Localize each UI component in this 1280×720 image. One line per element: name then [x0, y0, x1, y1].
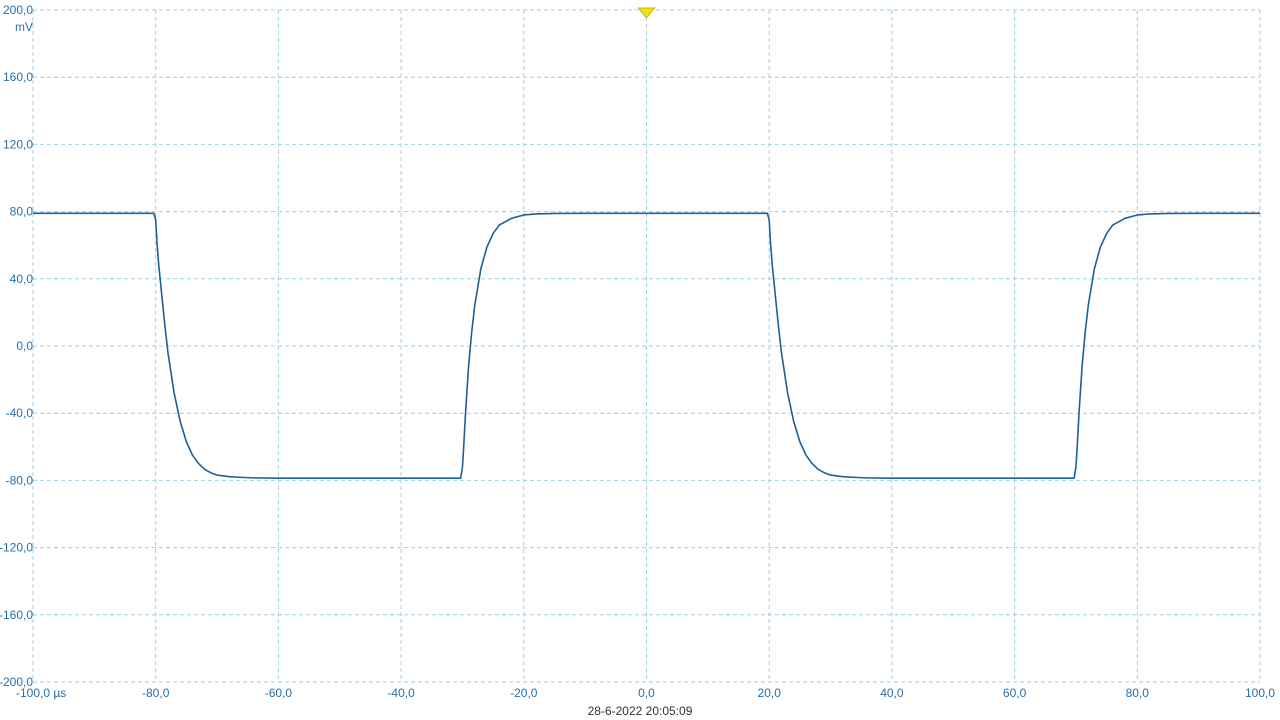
x-tick-label: 40,0	[880, 686, 904, 700]
x-tick-label: 0,0	[638, 686, 655, 700]
x-tick-label: -100,0 µs	[16, 686, 66, 700]
x-tick-label: -60,0	[265, 686, 293, 700]
y-tick-label: 200,0	[3, 3, 33, 17]
y-tick-label: -120,0	[0, 541, 33, 555]
y-tick-label: 120,0	[3, 137, 33, 151]
x-tick-label: -80,0	[142, 686, 170, 700]
series-layer	[33, 212, 1260, 480]
y-tick-label: 80,0	[10, 205, 34, 219]
x-tick-label: 20,0	[758, 686, 782, 700]
y-tick-label: -200,0	[0, 675, 33, 689]
x-axis-ticks: -100,0 µs -80,0 -60,0 -40,0 -20,0 0,0 20,0 40,0…	[16, 686, 1275, 700]
x-tick-label: 60,0	[1003, 686, 1027, 700]
y-tick-label: -160,0	[0, 608, 33, 622]
y-tick-label: -40,0	[6, 406, 34, 420]
grid	[32, 9, 1261, 683]
y-tick-label: 0,0	[16, 339, 33, 353]
y-axis-ticks: 200,0 160,0 120,0 80,0 40,0 0,0 -40,0 -80,0 -120…	[0, 3, 33, 689]
y-tick-label: 40,0	[10, 272, 34, 286]
x-tick-label: 80,0	[1126, 686, 1150, 700]
capture-timestamp: 28-6-2022 20:05:09	[588, 704, 693, 718]
x-tick-label: -40,0	[387, 686, 415, 700]
x-tick-label: 100,0	[1245, 686, 1275, 700]
y-tick-label: -80,0	[6, 473, 34, 487]
series-trace	[33, 212, 1260, 480]
y-unit-label: mV	[15, 20, 33, 34]
x-tick-label: -20,0	[510, 686, 538, 700]
y-tick-label: 160,0	[3, 70, 33, 84]
trigger-marker-icon[interactable]	[637, 7, 656, 19]
